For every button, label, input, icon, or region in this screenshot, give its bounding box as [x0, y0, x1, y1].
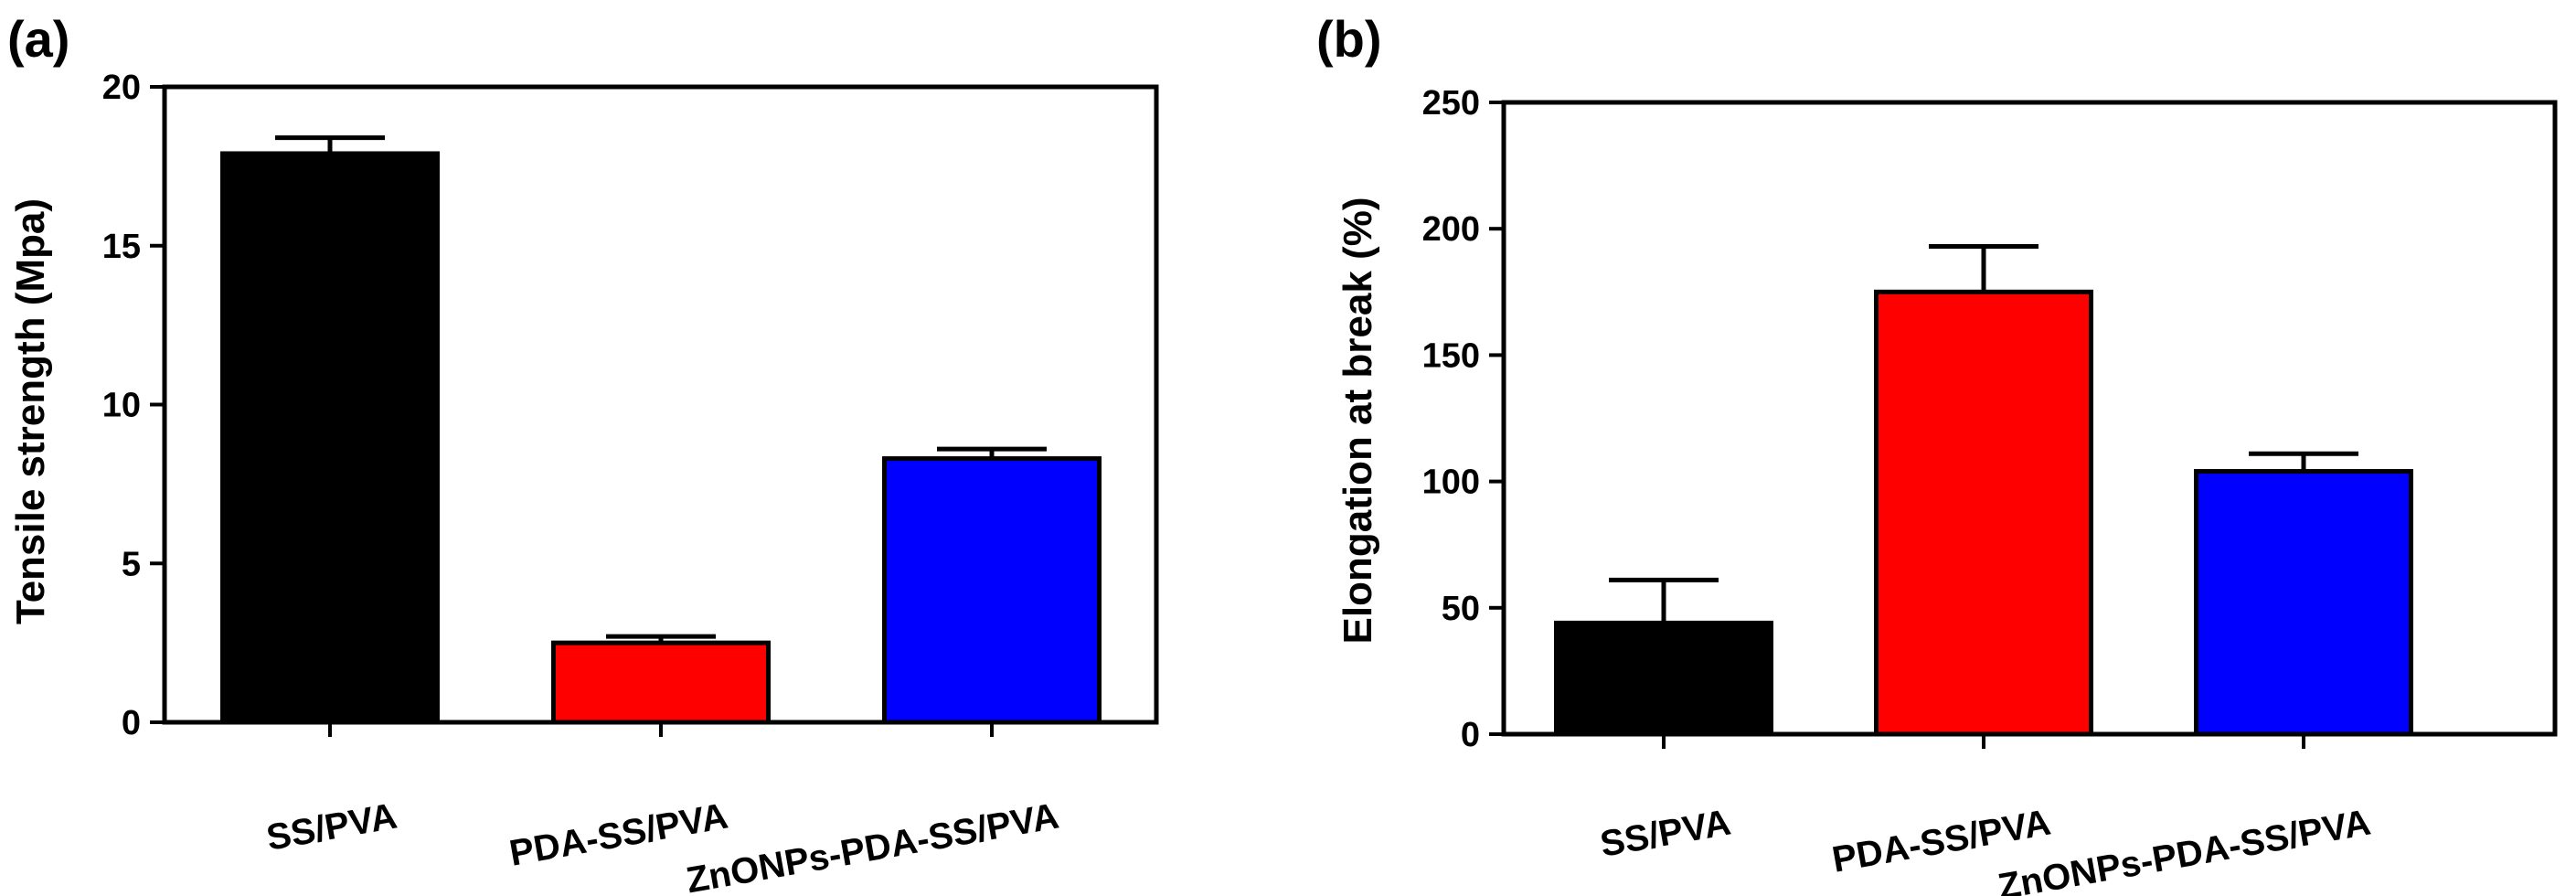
panel-a-y-tick-label-4: 20 [102, 69, 141, 107]
panel-b-y-tick-label-0: 0 [1461, 716, 1480, 754]
panel-b: (b) Elongation at break (%) SS/PVA PDA-SS… [1316, 10, 2558, 896]
panel-a-category-label-2: ZnONPs-PDA-SS/PVA [684, 796, 1062, 896]
panel-b-y-tick-label-3: 150 [1422, 336, 1480, 375]
panel-b-bar-0 [1554, 620, 1773, 737]
panel-a-plot-frame [162, 84, 1159, 725]
panel-b-bar-1 [1874, 289, 2093, 737]
panel-b-y-tick-label-5: 250 [1422, 84, 1480, 123]
panel-a-y-tick-label-3: 15 [102, 228, 141, 266]
panel-a-bar-1 [551, 640, 771, 725]
panel-b-label: (b) [1316, 10, 1382, 68]
panel-b-category-label-0: SS/PVA [1597, 803, 1733, 865]
panel-a-bars [220, 135, 1102, 725]
panel-b-category-label-2: ZnONPs-PDA-SS/PVA [1996, 803, 2374, 896]
panel-b-bar-2 [2194, 469, 2413, 737]
panel-a-category-label-0: SS/PVA [263, 796, 399, 859]
panel-b-y-tick-label-1: 50 [1442, 590, 1480, 628]
panel-a-y-tick-label-0: 0 [122, 704, 141, 742]
panel-a-y-axis-title: Tensile strength (Mpa) [8, 198, 53, 624]
panel-b-y-tick-label-2: 100 [1422, 464, 1480, 502]
panel-a-bar-0 [220, 151, 440, 725]
panel-a-label: (a) [7, 10, 69, 68]
panel-b-y-axis-title: Elongation at break (%) [1336, 197, 1380, 645]
panel-a-y-tick-label-1: 5 [122, 545, 141, 583]
panel-b-y-tick-label-4: 200 [1422, 210, 1480, 249]
panel-a-bar-2 [882, 456, 1102, 725]
panel-b-plot-frame [1501, 100, 2558, 737]
panel-b-bars [1554, 244, 2413, 737]
panel-a-y-tick-label-2: 10 [102, 387, 141, 425]
panel-a: (a) Tensile strength (Mpa) SS/PVA PDA-SS/… [7, 10, 1159, 896]
